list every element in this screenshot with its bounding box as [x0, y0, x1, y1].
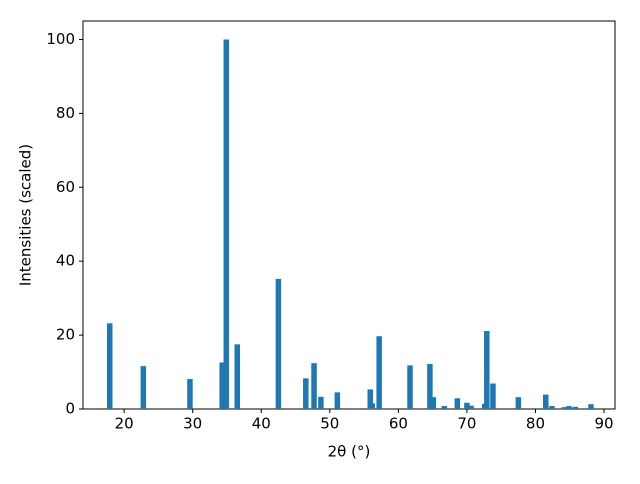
y-tick-label: 60: [56, 178, 75, 196]
x-tick-label: 60: [389, 415, 408, 433]
bar: [484, 331, 490, 409]
bar: [376, 336, 382, 409]
bar: [334, 392, 341, 409]
x-tick-label: 80: [526, 415, 545, 433]
y-tick-label: 40: [56, 252, 75, 270]
x-tick-label: 30: [183, 415, 202, 433]
bar: [369, 403, 376, 409]
x-axis-label: 2θ (°): [328, 443, 371, 461]
x-tick-label: 90: [594, 415, 613, 433]
bar: [427, 363, 433, 409]
bar: [234, 344, 240, 409]
bar: [367, 389, 373, 409]
bar: [140, 366, 147, 409]
bar: [187, 379, 193, 409]
bar: [223, 39, 230, 409]
x-tick-label: 40: [252, 415, 271, 433]
bar: [303, 378, 309, 409]
x-tick-label: 20: [115, 415, 134, 433]
bar: [106, 323, 113, 409]
bar: [566, 406, 572, 409]
x-tick-label: 50: [320, 415, 339, 433]
y-tick-label: 100: [46, 30, 75, 48]
bar: [407, 365, 413, 409]
bar: [515, 397, 522, 409]
bar: [219, 362, 225, 409]
y-tick-label: 0: [65, 400, 75, 418]
bar: [549, 406, 555, 409]
bar: [464, 402, 470, 409]
bar: [275, 278, 282, 409]
bar: [454, 398, 461, 409]
bar: [588, 404, 594, 409]
bar: [572, 406, 578, 409]
bar: [441, 406, 448, 409]
bar: [490, 383, 496, 409]
y-axis-label: Intensities (scaled): [17, 144, 35, 286]
x-tick-label: 70: [457, 415, 476, 433]
bar: [430, 397, 437, 409]
bar: [318, 396, 324, 409]
bar: [468, 405, 474, 409]
bar: [543, 394, 549, 409]
bar: [311, 363, 317, 409]
axes-frame: [82, 20, 616, 410]
y-tick-label: 20: [56, 326, 75, 344]
y-tick-label: 80: [56, 104, 75, 122]
bar: [561, 407, 568, 409]
